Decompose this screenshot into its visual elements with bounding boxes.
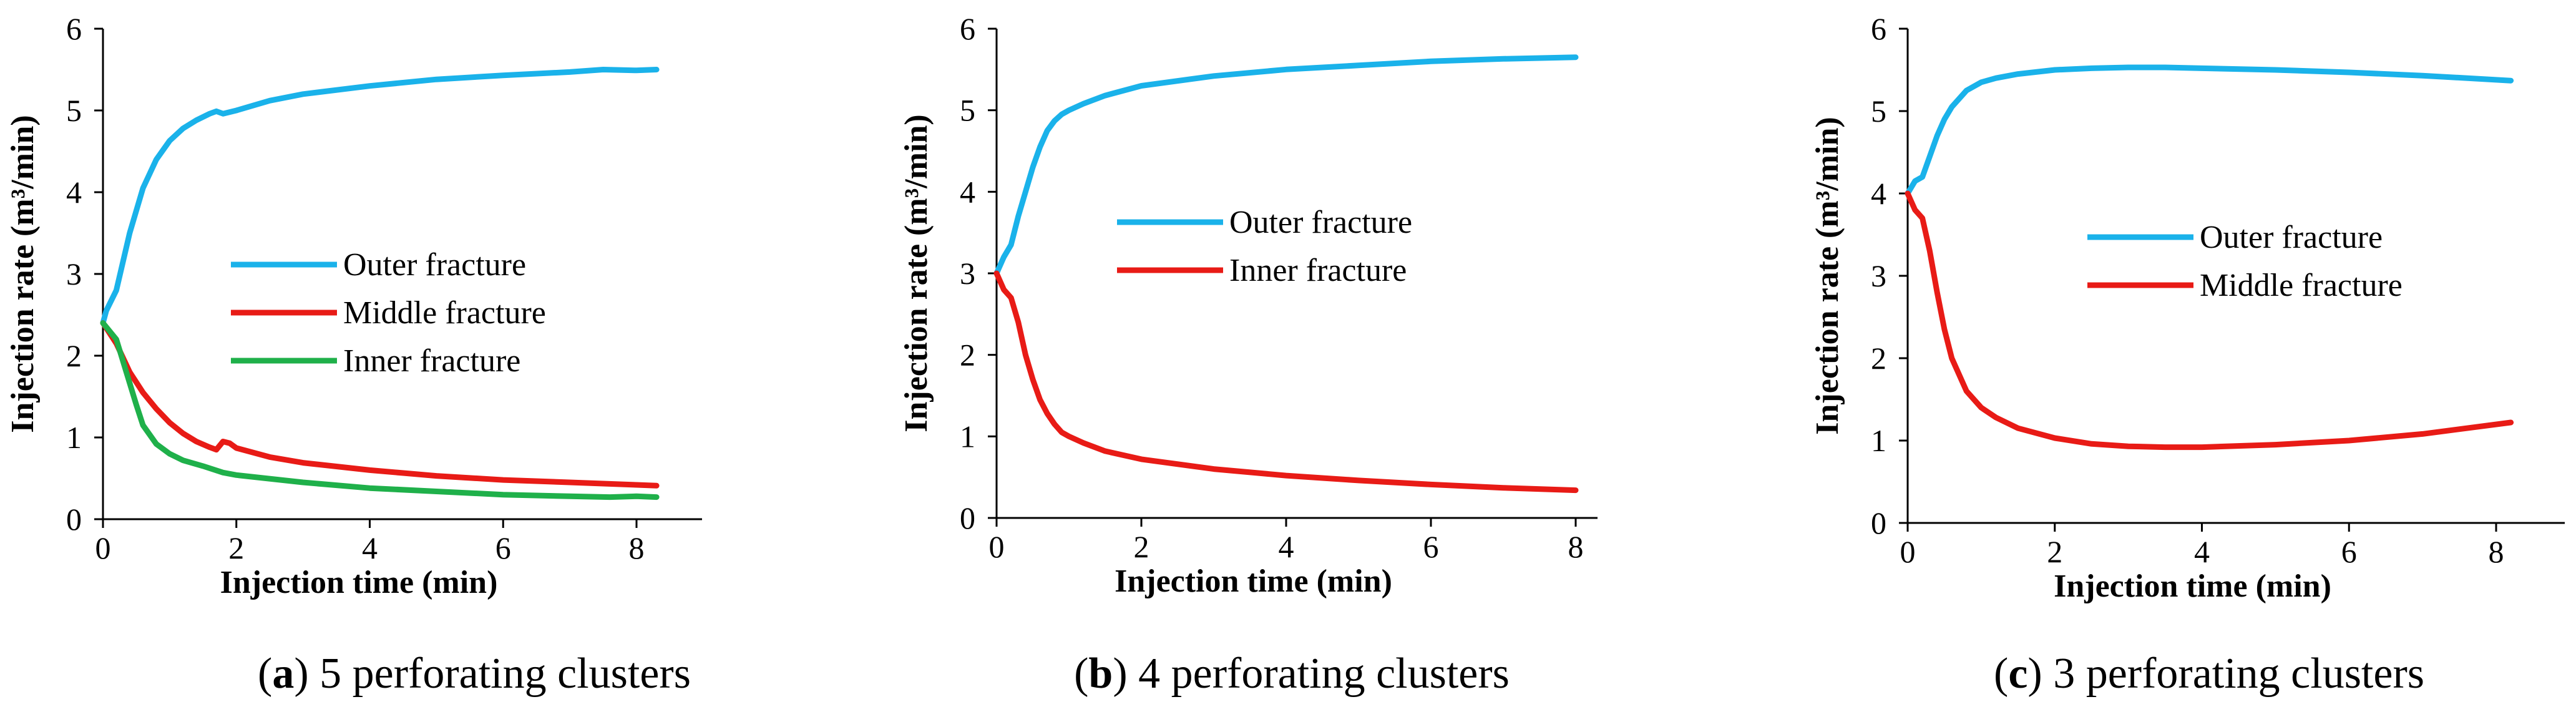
caption-letter: b: [1088, 650, 1113, 698]
x-tick-label: 2: [1134, 529, 1149, 564]
legend-label: Inner fracture: [1229, 253, 1407, 288]
x-tick-label: 4: [362, 530, 378, 565]
series-line: [993, 270, 1579, 494]
panel-caption: (a) 5 perforating clusters: [258, 650, 691, 698]
legend-label: Outer fracture: [343, 247, 526, 283]
x-tick-label: 6: [495, 530, 511, 565]
series-line: [100, 320, 660, 489]
x-tick-label: 2: [2047, 534, 2062, 569]
y-tick-label: 4: [66, 175, 82, 210]
x-tick-label: 4: [1279, 529, 1294, 564]
y-tick-label: 3: [66, 256, 82, 291]
x-tick-label: 0: [1900, 534, 1916, 569]
chart-panel-a: 0 1 2 3 4 5 6 0 2 4 6 8 Injection time (min) Injectio…: [5, 11, 702, 698]
series-line: [1905, 64, 2514, 197]
y-tick-label: 3: [960, 256, 975, 291]
x-axis-title: Injection time (min): [2054, 568, 2331, 604]
y-tick-label: 5: [66, 93, 82, 128]
caption-text: 4 perforating clusters: [1128, 650, 1510, 698]
y-tick-label: 2: [960, 338, 975, 373]
y-tick-label: 2: [66, 338, 82, 373]
y-tick-label: 1: [960, 419, 975, 454]
y-tick-label: 6: [960, 11, 975, 46]
caption-paren-close: ): [294, 650, 308, 698]
y-tick-label: 2: [1871, 341, 1886, 376]
legend-label: Outer fracture: [1229, 205, 1412, 240]
y-tick-label: 1: [66, 420, 82, 455]
caption-paren-open: (: [1994, 650, 2008, 698]
caption-letter: a: [272, 650, 294, 698]
caption-text: 3 perforating clusters: [2042, 650, 2424, 698]
y-tick-label: 5: [1871, 94, 1886, 129]
y-axis-title: Injection rate (m³/min): [1810, 117, 1845, 434]
x-axis-title: Injection time (min): [1115, 563, 1392, 599]
series-line: [1905, 190, 2514, 451]
caption-text: 5 perforating clusters: [309, 650, 691, 698]
y-tick-label: 4: [1871, 176, 1886, 211]
x-tick-label: 8: [1568, 529, 1584, 564]
legend: Outer fracture Inner fracture: [1117, 205, 1412, 288]
legend-label: Middle fracture: [343, 295, 546, 331]
x-tick-label: 2: [228, 530, 244, 565]
caption-paren-open: (: [1074, 650, 1088, 698]
caption-paren-close: ): [2027, 650, 2042, 698]
y-tick-label: 4: [960, 174, 975, 209]
y-axis-title: Injection rate (m³/min): [5, 115, 41, 432]
legend-label: Inner fracture: [343, 343, 520, 379]
x-tick-label: 6: [2341, 534, 2357, 569]
x-tick-label: 8: [629, 530, 645, 565]
series-line: [100, 320, 660, 500]
x-tick-label: 0: [95, 530, 111, 565]
panel-caption: (c) 3 perforating clusters: [1994, 650, 2424, 698]
y-tick-label: 0: [960, 500, 975, 535]
y-axis-title: Injection rate (m³/min): [899, 114, 934, 432]
y-tick-label: 0: [66, 502, 82, 537]
legend: Outer fracture Middle fracture: [2087, 220, 2403, 303]
chart-panel-c: 0 1 2 3 4 5 6 0 2 4 6 8 Injection time (min) Injectio…: [1810, 11, 2565, 698]
legend-label: Outer fracture: [2200, 220, 2383, 255]
y-tick-label: 6: [66, 11, 82, 46]
y-tick-label: 0: [1871, 505, 1886, 540]
x-tick-label: 6: [1423, 529, 1439, 564]
legend: Outer fracture Middle fracture Inner fract…: [231, 247, 546, 379]
caption-paren-open: (: [258, 650, 272, 698]
y-tick-label: 3: [1871, 258, 1886, 293]
x-tick-label: 8: [2489, 534, 2504, 569]
caption-paren-close: ): [1113, 650, 1127, 698]
caption-letter: c: [2008, 650, 2027, 698]
chart-panel-b: 0 1 2 3 4 5 6 0 2 4 6 8 Injection time (min) Injectio…: [899, 11, 1598, 698]
y-tick-label: 6: [1871, 11, 1886, 46]
series-line: [993, 54, 1579, 276]
panel-caption: (b) 4 perforating clusters: [1074, 650, 1510, 698]
x-tick-label: 4: [2194, 534, 2210, 569]
y-tick-label: 5: [960, 93, 975, 128]
legend-label: Middle fracture: [2200, 268, 2403, 303]
y-tick-label: 1: [1871, 423, 1886, 458]
x-axis-title: Injection time (min): [220, 565, 498, 600]
series-line: [100, 67, 660, 326]
x-tick-label: 0: [989, 529, 1005, 564]
